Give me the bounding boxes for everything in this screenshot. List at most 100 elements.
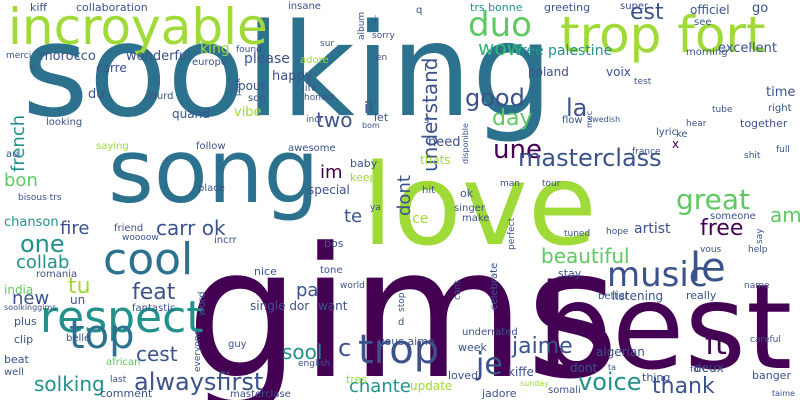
word-two: two: [316, 108, 353, 132]
word-excellent: excellent: [718, 41, 777, 56]
word-swedish: swedish: [588, 115, 621, 124]
word-tone: tone: [320, 265, 343, 276]
word-respect: respect: [40, 292, 204, 343]
word-super: super: [620, 1, 649, 12]
word-te: te: [344, 206, 363, 227]
word-one: one: [20, 230, 65, 258]
word-jadore: jadore: [482, 387, 517, 400]
word-new: new: [12, 288, 50, 309]
word-love: love: [362, 141, 597, 271]
word-bom: bom: [362, 121, 380, 130]
word-carre: carre: [96, 61, 127, 75]
word-ke: ke: [676, 129, 688, 140]
word-stay: stay: [558, 267, 582, 280]
word-vous: vous: [700, 245, 722, 255]
word-poland: poland: [528, 65, 569, 79]
word-really: really: [686, 289, 717, 302]
word-je: je: [476, 347, 503, 382]
word-honest: honest: [304, 93, 335, 103]
word-insane: insane: [288, 1, 321, 12]
word-solking: solking: [34, 372, 105, 396]
word-saying: saying: [96, 141, 129, 152]
word-c: c: [338, 334, 352, 362]
word-artist: artist: [634, 221, 671, 237]
word-disponible: disponible: [461, 123, 470, 164]
word-single-dor: single dor: [250, 299, 310, 313]
word-tu: tu: [68, 274, 91, 299]
word-world: world: [340, 281, 365, 291]
word-trs-bonne: trs bonne: [470, 1, 523, 14]
word-d: d: [398, 317, 405, 328]
word-feat: feat: [132, 280, 176, 305]
word-taime: taime: [772, 389, 795, 398]
word-du: du: [88, 87, 105, 102]
word-park: park: [233, 78, 242, 96]
word-deux: deux: [694, 361, 724, 375]
word-baby: baby: [350, 157, 378, 170]
word-right: right: [768, 103, 792, 114]
word-merci: merci: [6, 51, 32, 61]
word-voice: voice: [578, 368, 642, 396]
word-bon: bon: [4, 170, 38, 191]
word-jaime: jaime: [512, 334, 573, 359]
word-looking: looking: [46, 117, 83, 128]
word-kiffe: kiffe: [508, 365, 534, 379]
word-guy: guy: [228, 339, 247, 350]
word-europe: europe: [192, 57, 227, 68]
word-masterclass: masterclass: [518, 144, 662, 172]
word-african: african: [106, 357, 141, 368]
word-quand: quand: [172, 107, 210, 121]
word-banger: banger: [752, 369, 791, 382]
word-found: found: [236, 45, 262, 55]
word-india: india: [4, 283, 34, 297]
word-e: e: [30, 63, 36, 73]
word-song: song: [108, 120, 320, 223]
word-morning: morning: [686, 47, 728, 58]
word-thats: thats: [420, 153, 451, 167]
word-free-palestine: free palestine: [516, 43, 613, 59]
word-better: better: [598, 291, 629, 302]
word-keep: keep: [350, 171, 377, 184]
word-greeting: greeting: [544, 1, 591, 14]
word-trop-fort: trop fort: [560, 6, 766, 64]
word-loved: loved: [448, 369, 479, 382]
word-dont-small: dont: [570, 361, 598, 375]
word-friend: friend: [114, 223, 144, 234]
word-word: word: [197, 291, 208, 316]
word-pa: pa: [296, 280, 319, 301]
word-please: please: [244, 51, 290, 67]
word-tube: tube: [712, 105, 733, 115]
word-celebrate: celebrate: [489, 262, 500, 310]
word-est: est: [630, 0, 664, 25]
word-time: time: [766, 85, 796, 100]
word-cant: cant: [453, 280, 463, 300]
word-cool: cool: [103, 234, 194, 285]
word-thing: thing: [642, 371, 671, 384]
word-best: best: [537, 258, 793, 396]
word-la: la: [566, 94, 588, 122]
word-carr-ok: carr ok: [156, 216, 226, 240]
word-incr: incr: [306, 115, 323, 125]
word-album: album: [357, 11, 367, 40]
word-masterclase: masterclase: [230, 389, 291, 400]
word-officiel: officiel: [690, 3, 730, 17]
word-name: name: [744, 281, 770, 291]
word-fire: fire: [60, 218, 90, 239]
word-fort-small: fort: [690, 365, 706, 375]
word-pour: pour: [238, 79, 266, 93]
word-hit: hit: [422, 185, 436, 196]
word-clip: clip: [14, 333, 34, 346]
word-special: special: [308, 183, 350, 197]
word-careful: careful: [750, 335, 781, 345]
word-sorry: sorry: [372, 31, 395, 41]
word-top: top: [69, 312, 135, 358]
word-bisous-trs: bisous trs: [18, 193, 62, 203]
word-adore: adore: [300, 55, 329, 66]
word-somali: somali: [548, 385, 581, 396]
word-wonderful: wonderful: [126, 49, 191, 64]
word-help: help: [748, 245, 768, 255]
word-ce: ce: [412, 211, 429, 227]
word-last: last: [110, 375, 127, 385]
word-incroyable: incroyable: [8, 0, 268, 56]
